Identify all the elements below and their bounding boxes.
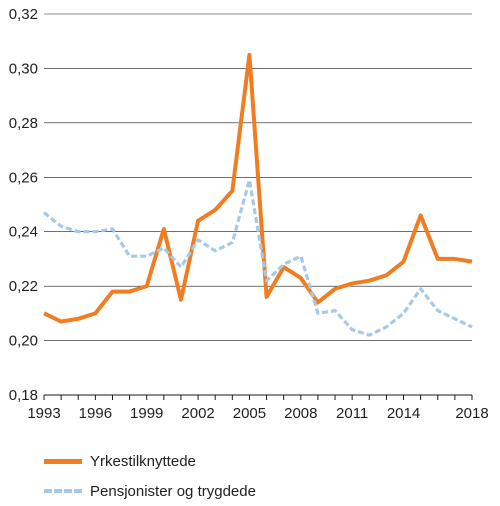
legend-label: Yrkestilknyttede — [90, 452, 196, 470]
y-tick-label: 0,20 — [9, 333, 38, 350]
x-tick-label: 2011 — [336, 405, 368, 422]
x-tick-label: 1996 — [79, 405, 112, 422]
x-tick-label: 2018 — [455, 405, 488, 422]
line-chart: 0,18 0,20 0,22 0,24 0,26 0,28 0,30 0,32 1993 1996… — [9, 6, 489, 422]
y-tick-label: 0,18 — [9, 387, 38, 404]
legend: Yrkestilknyttede Pensjonister og trygded… — [44, 446, 256, 506]
legend-item-yrkestilknyttede: Yrkestilknyttede — [44, 446, 256, 476]
x-tick-label: 1993 — [27, 405, 60, 422]
legend-swatch-dashed-line — [44, 489, 82, 493]
series-line-yrkestilknyttede — [43, 52, 473, 324]
y-tick-label: 0,22 — [9, 278, 38, 295]
y-tick-label: 0,30 — [9, 60, 38, 77]
x-tick-label: 2002 — [181, 405, 214, 422]
y-tick-label: 0,28 — [9, 115, 38, 132]
legend-swatch-solid-line — [44, 458, 82, 464]
y-tick-label: 0,26 — [9, 169, 38, 186]
x-tick-label: 1999 — [130, 405, 163, 422]
series-lines — [43, 52, 473, 337]
tick-labels: 0,18 0,20 0,22 0,24 0,26 0,28 0,30 0,32 1993 1996… — [9, 6, 489, 422]
legend-label: Pensjonister og trygdede — [90, 482, 256, 500]
x-tick-label: 2005 — [233, 405, 266, 422]
legend-item-pensjonister: Pensjonister og trygdede — [44, 476, 256, 506]
axes — [43, 394, 473, 400]
y-tick-label: 0,32 — [9, 6, 38, 23]
y-tick-label: 0,24 — [9, 224, 38, 241]
x-tick-label: 2014 — [387, 405, 420, 422]
x-tick-label: 2008 — [284, 405, 317, 422]
series-line-pensjonister — [43, 178, 473, 337]
